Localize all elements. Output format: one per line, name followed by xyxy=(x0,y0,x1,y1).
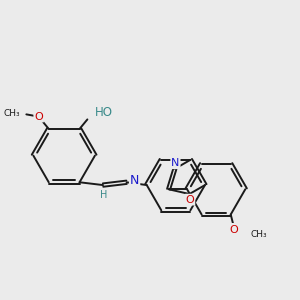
Text: CH₃: CH₃ xyxy=(250,230,267,239)
Text: N: N xyxy=(171,158,180,168)
Text: HO: HO xyxy=(95,106,113,119)
Text: O: O xyxy=(186,195,194,205)
Text: H: H xyxy=(100,190,108,200)
Text: O: O xyxy=(34,112,43,122)
Text: CH₃: CH₃ xyxy=(3,109,20,118)
Text: O: O xyxy=(229,225,238,235)
Text: N: N xyxy=(130,174,139,187)
